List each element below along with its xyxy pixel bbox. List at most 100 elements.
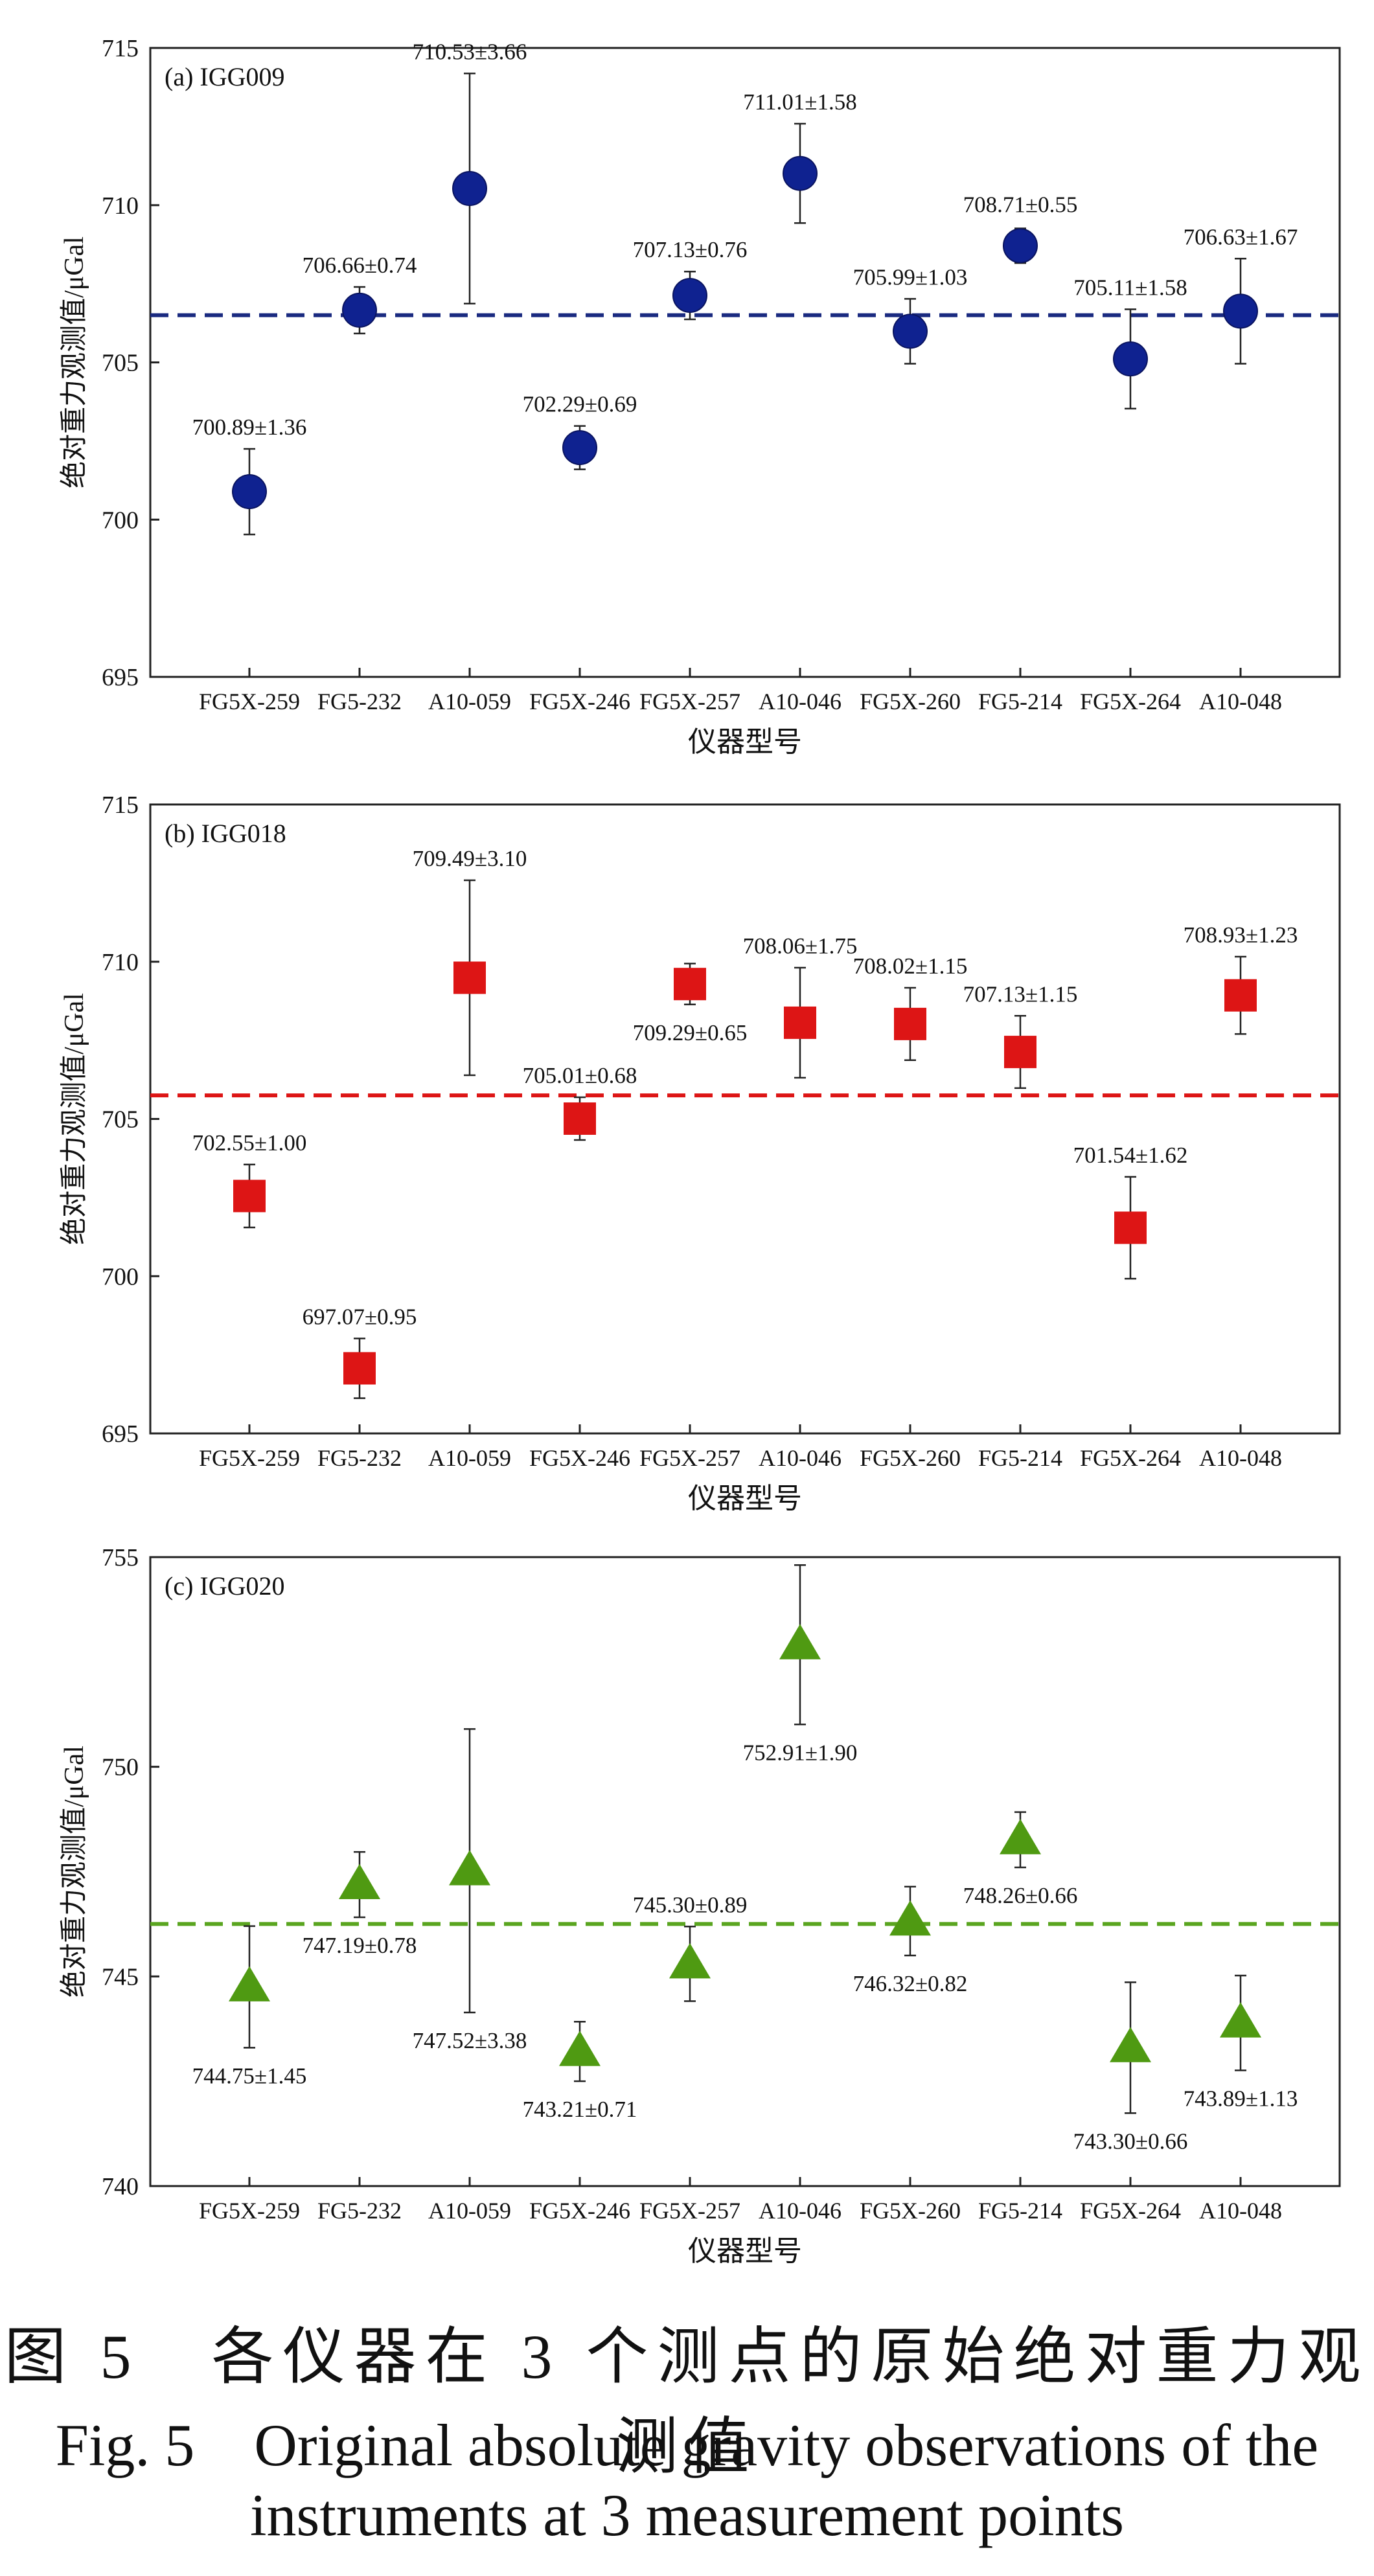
y-tick-label: 710 — [102, 192, 139, 220]
x-tick-label: FG5X-260 — [860, 1445, 961, 1471]
x-axis-label: 仪器型号 — [688, 1483, 802, 1514]
data-label: 706.66±0.74 — [303, 253, 417, 278]
data-point: 706.66±0.74 — [303, 253, 417, 335]
data-label: 708.02±1.15 — [853, 953, 968, 979]
x-tick-label: A10-059 — [428, 2198, 511, 2224]
x-tick-label: A10-046 — [759, 689, 842, 714]
x-tick-label: FG5X-257 — [639, 2198, 740, 2224]
data-label: 709.49±3.10 — [413, 846, 527, 871]
x-tick-label: FG5-232 — [317, 2198, 402, 2224]
x-tick-label: FG5X-257 — [639, 1445, 740, 1471]
y-tick-label: 695 — [102, 1420, 139, 1448]
marker-circle — [783, 155, 818, 191]
data-point: 702.29±0.69 — [523, 392, 637, 470]
data-label: 744.75±1.45 — [192, 2063, 307, 2088]
data-point: 708.02±1.15 — [853, 953, 968, 1061]
data-label: 697.07±0.95 — [303, 1304, 417, 1329]
caption-english-line1: Fig. 5 Original absolute gravity observa… — [55, 2412, 1319, 2478]
data-point: 747.52±3.38 — [413, 1728, 527, 2053]
x-tick-label: FG5X-264 — [1080, 1445, 1181, 1471]
data-label: 747.52±3.38 — [413, 2028, 527, 2053]
marker-square — [674, 968, 706, 1001]
y-tick-label: 710 — [102, 949, 139, 976]
marker-circle — [342, 292, 377, 328]
x-tick-label: FG5X-246 — [529, 1445, 630, 1471]
data-label: 702.29±0.69 — [523, 392, 637, 417]
data-point: 705.11±1.58 — [1073, 275, 1187, 410]
x-tick-label: FG5-214 — [978, 2198, 1062, 2224]
x-tick-label: FG5X-259 — [199, 1445, 300, 1471]
data-point: 708.93±1.23 — [1184, 922, 1298, 1035]
chart-panel-c: 740 745 750 755 FG5X-259 FG5-232 A10-059 FG5X-2… — [59, 1544, 1341, 2267]
x-tick-label: A10-048 — [1199, 1445, 1282, 1471]
x-tick-label: FG5X-259 — [199, 2198, 300, 2224]
panel-label: (b) IGG018 — [165, 819, 286, 848]
caption-chinese: 图 5 各仪器在 3 个测点的原始绝对重力观测值 — [4, 2322, 1370, 2481]
chart-panel-a: 695 700 705 710 715 FG5X-259 FG5-232 A10-059 FG5… — [59, 35, 1341, 758]
marker-triangle — [1000, 1819, 1041, 1854]
marker-triangle — [669, 1943, 711, 1979]
y-tick-label: 755 — [102, 1544, 139, 1571]
y-tick-label: 700 — [102, 1263, 139, 1290]
marker-triangle — [339, 1864, 380, 1899]
data-point: 711.01±1.58 — [743, 89, 857, 224]
marker-square — [1004, 1036, 1036, 1069]
x-tick-label: FG5X-246 — [529, 689, 630, 714]
marker-triangle — [889, 1900, 931, 1936]
marker-square — [343, 1352, 376, 1385]
x-tick-label: FG5-232 — [317, 1445, 402, 1471]
data-label: 743.89±1.13 — [1184, 2086, 1298, 2111]
data-point: 706.63±1.67 — [1184, 224, 1298, 365]
marker-circle — [562, 430, 597, 466]
data-point: 748.26±0.66 — [963, 1811, 1078, 1908]
x-axis-label: 仪器型号 — [688, 726, 802, 758]
y-axis-label: 绝对重力观测值/μGal — [59, 993, 89, 1245]
marker-square — [233, 1180, 266, 1213]
data-point: 745.30±0.89 — [633, 1892, 747, 2002]
data-label: 707.13±1.15 — [963, 981, 1078, 1007]
x-tick-label: FG5-214 — [978, 1445, 1062, 1471]
x-axis-label: 仪器型号 — [688, 2235, 802, 2267]
x-tick-label: A10-048 — [1199, 689, 1282, 714]
data-label: 743.30±0.66 — [1073, 2128, 1188, 2154]
data-point: 707.13±0.76 — [633, 237, 748, 321]
data-point: 701.54±1.62 — [1073, 1143, 1187, 1280]
data-label: 752.91±1.90 — [743, 1740, 858, 1765]
y-tick-label: 745 — [102, 1963, 139, 1990]
y-axis-label: 绝对重力观测值/μGal — [59, 236, 89, 488]
x-tick-label: FG5X-257 — [639, 689, 740, 714]
data-label: 708.93±1.23 — [1184, 922, 1298, 948]
data-point: 744.75±1.45 — [192, 1925, 307, 2088]
x-tick-label: A10-059 — [428, 1445, 511, 1471]
data-point: 743.89±1.13 — [1184, 1974, 1298, 2111]
x-tick-label: FG5X-259 — [199, 689, 300, 714]
x-tick-label: A10-046 — [759, 1445, 842, 1471]
plot-frame — [149, 1556, 1341, 2187]
data-point: 747.19±0.78 — [303, 1851, 417, 1958]
data-point: 709.29±0.65 — [633, 963, 747, 1045]
data-point: 709.49±3.10 — [413, 846, 527, 1077]
caption-english-line2: instruments at 3 measurement points — [249, 2482, 1125, 2548]
data-label: 700.89±1.36 — [192, 415, 307, 440]
data-label: 707.13±0.76 — [633, 237, 748, 262]
x-tick-label: A10-048 — [1199, 2198, 1282, 2224]
data-point: 708.71±0.55 — [963, 192, 1077, 264]
data-label: 705.99±1.03 — [853, 264, 968, 290]
y-tick-label: 715 — [102, 792, 139, 819]
y-tick-label: 705 — [102, 350, 139, 377]
data-point: 752.91±1.90 — [743, 1564, 858, 1765]
data-label: 705.11±1.58 — [1073, 275, 1187, 300]
data-label: 748.26±0.66 — [963, 1883, 1078, 1908]
x-tick-label: FG5-214 — [978, 689, 1062, 714]
marker-circle — [1113, 341, 1148, 377]
x-tick-label: FG5X-246 — [529, 2198, 630, 2224]
marker-circle — [232, 474, 267, 510]
data-label: 708.06±1.75 — [743, 933, 858, 959]
x-tick-label: A10-059 — [428, 689, 511, 714]
data-label: 747.19±0.78 — [303, 1933, 417, 1958]
figure-panels: 695 700 705 710 715 FG5X-259 FG5-232 A10-059 FG5… — [59, 35, 1341, 2267]
data-point: 705.99±1.03 — [853, 264, 968, 365]
marker-triangle — [229, 1966, 270, 2001]
data-label: 746.32±0.82 — [853, 1971, 968, 1996]
panel-label: (a) IGG009 — [165, 62, 285, 91]
